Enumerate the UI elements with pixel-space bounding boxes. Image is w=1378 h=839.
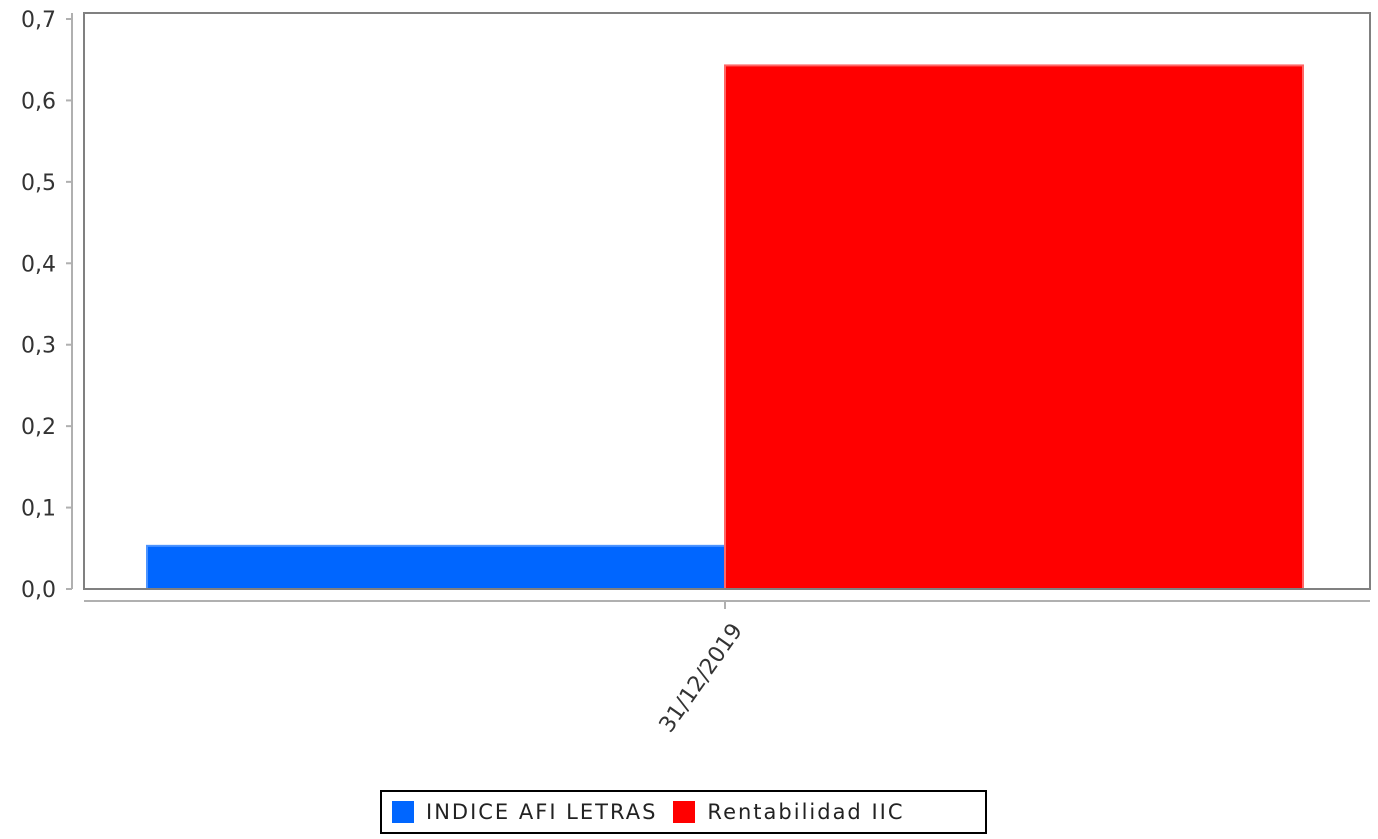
legend-label: Rentabilidad IIC: [707, 800, 905, 824]
y-tick-label: 0,7: [21, 8, 56, 33]
x-tick-label: 31/12/2019: [655, 619, 748, 737]
y-tick-label: 0,5: [21, 171, 56, 196]
legend-item-rentabilidad-iic: Rentabilidad IIC: [673, 800, 904, 824]
bar-indice-afi-letras: [146, 544, 726, 590]
y-tick-label: 0,3: [21, 334, 56, 359]
y-tick-label: 0,0: [21, 578, 56, 603]
legend-swatch-blue: [392, 801, 414, 823]
y-tick-label: 0,6: [21, 89, 56, 114]
y-tick-label: 0,4: [21, 252, 56, 277]
plot-area-frame: [83, 12, 1371, 590]
y-tick-label: 0,1: [21, 497, 56, 522]
legend-item-indice-afi-letras: INDICE AFI LETRAS: [392, 800, 657, 824]
bar-rentabilidad-iic: [724, 64, 1304, 590]
legend-label: INDICE AFI LETRAS: [426, 800, 658, 824]
y-tick-label: 0,2: [21, 415, 56, 440]
legend: INDICE AFI LETRAS Rentabilidad IIC: [380, 790, 987, 834]
legend-swatch-red: [673, 801, 696, 823]
